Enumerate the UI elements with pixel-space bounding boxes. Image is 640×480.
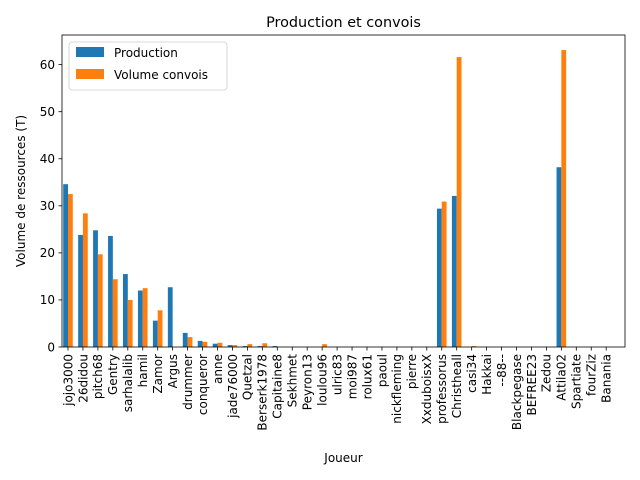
legend-label-production: Production [114,46,178,60]
x-tick-label-jojo3000: jojo3000 [61,354,75,407]
x-tick-label-attila02: Attila02 [555,354,569,401]
bar-production-zamor [152,320,158,347]
bar-volume-convois-26didou [82,213,88,347]
bar-volume-convois-casi34 [471,346,477,347]
x-tick-label-gentry: Gentry [106,354,120,395]
legend-frame [68,41,228,91]
bar-volume-convois-christheall [456,57,462,347]
x-tick-label-befree23: BEFREE23 [525,354,539,416]
x-tick-label-christheall: Christheall [450,354,464,418]
x-tick-label-jade76000: jade76000 [226,354,240,419]
bar-production-christheall [451,195,457,347]
bars-group [63,50,567,347]
x-tick-label-88: --88-- [495,354,509,387]
bar-production-anne [212,343,218,347]
bar-production-hamil [137,290,143,347]
x-tick-label-pierre: pierre [405,354,419,389]
x-axis-title: Joueur [323,451,362,465]
bar-production-quetzal [242,346,248,347]
x-tick-label-zedou: Zedou [540,354,554,392]
bar-volume-convois-conqueror [202,341,208,347]
x-tick-label-pitch68: pitch68 [91,354,105,399]
bar-production-attila02 [556,167,562,347]
y-tick-label-50: 50 [40,105,55,119]
x-tick-label-capitaine8: Capitaine8 [271,354,285,419]
x-tick-label-ulric83: ulric83 [330,354,344,395]
y-tick-label-0: 0 [47,340,55,354]
bar-volume-convois-zamor [157,310,163,347]
y-tick-label-40: 40 [40,152,55,166]
bar-volume-convois-hamil [142,288,148,347]
bar-production-jade76000 [227,345,233,347]
bar-volume-convois-gentry [112,279,118,347]
x-tick-label-fourziz: fourZiz [585,354,599,396]
bar-volume-convois-anne [217,342,223,347]
bar-production-argus [167,287,173,347]
bar-volume-convois-sarhalalib [127,299,133,347]
x-tick-label-paoul: paoul [375,354,389,387]
y-tick-label-60: 60 [40,58,55,72]
x-tick-label-conqueror: conqueror [196,354,210,415]
x-tick-label-loulou96: loulou96 [315,354,329,406]
x-tick-label-casi34: casi34 [465,354,479,393]
bar-production-pitch68 [93,230,98,347]
x-tick-label-hakkai: Hakkai [480,354,494,395]
x-tick-label-xxduboisxx: XxduboisxX [420,354,434,424]
bar-production-berserk1978 [257,346,263,347]
bar-production-jojo3000 [63,184,68,347]
x-tick-label-peyron13: Peyron13 [301,354,315,410]
bar-volume-convois-attila02 [561,50,567,347]
bar-volume-convois-pitch68 [97,254,103,347]
x-tick-label-banania: Banania [600,354,614,403]
x-tick-label-nickfleming: nickfleming [390,354,404,424]
y-tick-label-10: 10 [40,293,55,307]
bar-production-drummer [182,332,188,347]
y-tick-label-30: 30 [40,199,55,213]
x-tick-label-spartiate: Spartiate [570,354,584,409]
legend-swatch-volume-convois [76,69,104,79]
legend-label-volume-convois: Volume convois [114,68,208,82]
legend-swatch-production [76,47,104,57]
x-axis: jojo3000 26didou pitch68 Gentry sarhalalib ha… [61,347,614,431]
plot-frame [61,34,626,348]
bar-volume-convois-professorus [441,201,447,347]
y-axis-title: Volume de ressources (T) [14,115,28,267]
y-axis: 0 10 20 30 40 50 60 [40,58,62,354]
x-tick-label-argus: Argus [166,354,180,388]
y-tick-label-20: 20 [40,246,55,260]
bar-volume-convois-drummer [187,337,193,347]
x-tick-label-anne: anne [211,354,225,384]
x-tick-label-quetzal: Quetzal [241,354,255,400]
bar-production-gentry [108,235,113,347]
bar-production-professorus [436,208,442,347]
x-tick-label-professorus: professorus [435,354,449,424]
x-tick-label-berserk1978: Berserk1978 [256,354,270,431]
bar-production-capitaine8 [272,346,278,347]
bar-volume-convois-berserk1978 [262,343,268,347]
bar-production-sarhalalib [123,274,128,347]
bar-volume-convois-quetzal [247,344,253,347]
bar-production-conqueror [197,340,203,347]
bar-production-26didou [78,235,83,347]
x-tick-label-moi987: moi987 [345,354,359,399]
x-tick-label-drummer: drummer [181,354,195,410]
x-tick-label-zamor: Zamor [151,354,165,394]
bar-volume-convois-jojo3000 [68,194,73,347]
x-tick-label-hamil: hamil [136,354,150,387]
x-tick-label-sekhmet: Sekhmet [286,354,300,408]
x-tick-label-26didou: 26didou [76,354,90,403]
x-tick-label-blackpegase: Blackpegase [510,354,524,430]
x-tick-label-rolux61: rolux61 [360,354,374,399]
bar-volume-convois-jade76000 [232,345,238,347]
x-tick-label-sarhalalib: sarhalalib [121,354,135,412]
bar-volume-convois-loulou96 [322,344,327,347]
chart-title: Production et convois [266,15,421,31]
legend: Production Volume convois [68,41,228,91]
